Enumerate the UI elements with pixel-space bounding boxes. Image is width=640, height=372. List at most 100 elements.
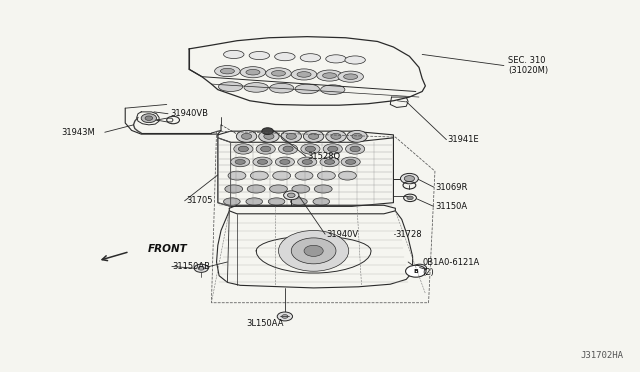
Ellipse shape [321, 85, 345, 94]
Circle shape [304, 245, 323, 256]
Circle shape [291, 238, 336, 264]
Ellipse shape [346, 144, 365, 154]
Ellipse shape [225, 185, 243, 193]
Text: FRONT: FRONT [148, 244, 188, 254]
Ellipse shape [275, 52, 295, 61]
Ellipse shape [323, 73, 337, 78]
Circle shape [284, 191, 299, 200]
Ellipse shape [223, 50, 244, 58]
Ellipse shape [253, 157, 272, 167]
Ellipse shape [246, 70, 260, 75]
Text: 31728: 31728 [396, 230, 422, 240]
Text: 31940V: 31940V [326, 230, 358, 240]
Text: 31150AB: 31150AB [172, 262, 210, 271]
Circle shape [406, 265, 426, 277]
Ellipse shape [246, 198, 262, 205]
Text: J31702HA: J31702HA [580, 351, 623, 360]
Ellipse shape [298, 157, 317, 167]
Ellipse shape [238, 146, 248, 152]
Ellipse shape [230, 157, 250, 167]
Ellipse shape [313, 198, 330, 205]
Ellipse shape [278, 144, 298, 154]
Ellipse shape [280, 160, 290, 164]
Circle shape [401, 173, 419, 184]
Ellipse shape [346, 160, 356, 164]
Ellipse shape [317, 70, 342, 81]
Circle shape [308, 134, 319, 139]
Text: SEC. 310
(31020M): SEC. 310 (31020M) [508, 56, 548, 75]
Text: 31069R: 31069R [435, 183, 467, 192]
Ellipse shape [317, 171, 335, 180]
Circle shape [264, 134, 274, 139]
Ellipse shape [269, 83, 294, 93]
Circle shape [278, 231, 349, 271]
Circle shape [352, 134, 362, 139]
Circle shape [198, 266, 204, 270]
Circle shape [303, 131, 324, 142]
Circle shape [286, 134, 296, 139]
Ellipse shape [350, 146, 360, 152]
Ellipse shape [295, 84, 319, 94]
Circle shape [141, 114, 157, 123]
Circle shape [281, 131, 301, 142]
Ellipse shape [344, 74, 358, 80]
Ellipse shape [291, 69, 317, 80]
Ellipse shape [326, 55, 346, 63]
Ellipse shape [323, 144, 342, 154]
Circle shape [236, 131, 257, 142]
Ellipse shape [266, 68, 291, 79]
Ellipse shape [260, 146, 271, 152]
Circle shape [331, 134, 341, 139]
Ellipse shape [320, 157, 339, 167]
Circle shape [326, 131, 346, 142]
Ellipse shape [301, 144, 320, 154]
Ellipse shape [247, 185, 265, 193]
Ellipse shape [339, 171, 356, 180]
Ellipse shape [235, 160, 245, 164]
Ellipse shape [220, 68, 234, 74]
Ellipse shape [244, 83, 268, 92]
Text: B: B [413, 269, 418, 274]
Text: 31150A: 31150A [435, 202, 467, 211]
Text: 31943M: 31943M [61, 128, 95, 137]
Ellipse shape [256, 144, 275, 154]
Circle shape [145, 116, 153, 121]
Ellipse shape [257, 160, 268, 164]
Ellipse shape [249, 51, 269, 60]
Ellipse shape [345, 56, 365, 64]
Ellipse shape [228, 171, 246, 180]
Ellipse shape [328, 146, 338, 152]
Circle shape [287, 193, 295, 198]
Ellipse shape [297, 72, 311, 77]
Circle shape [259, 131, 279, 142]
Text: 31940VB: 31940VB [170, 109, 208, 118]
Ellipse shape [314, 185, 332, 193]
Ellipse shape [273, 171, 291, 180]
Ellipse shape [302, 160, 312, 164]
Ellipse shape [292, 185, 310, 193]
Circle shape [241, 134, 252, 139]
Circle shape [277, 312, 292, 321]
Ellipse shape [338, 71, 364, 82]
Circle shape [194, 264, 208, 272]
Circle shape [404, 176, 415, 182]
Ellipse shape [275, 157, 294, 167]
Text: 0B1A0-6121A
(2): 0B1A0-6121A (2) [422, 258, 479, 277]
Circle shape [282, 315, 288, 318]
Ellipse shape [271, 71, 285, 76]
Circle shape [413, 264, 427, 272]
Ellipse shape [234, 144, 253, 154]
Ellipse shape [291, 198, 307, 205]
Circle shape [417, 266, 423, 270]
Ellipse shape [223, 198, 240, 205]
Ellipse shape [305, 146, 316, 152]
Ellipse shape [269, 185, 287, 193]
Text: 3L150AA: 3L150AA [246, 320, 284, 328]
Ellipse shape [250, 171, 268, 180]
Ellipse shape [283, 146, 293, 152]
Text: 31941E: 31941E [448, 135, 479, 144]
Ellipse shape [268, 198, 285, 205]
Circle shape [262, 128, 273, 135]
Ellipse shape [300, 54, 321, 62]
Ellipse shape [214, 65, 240, 77]
